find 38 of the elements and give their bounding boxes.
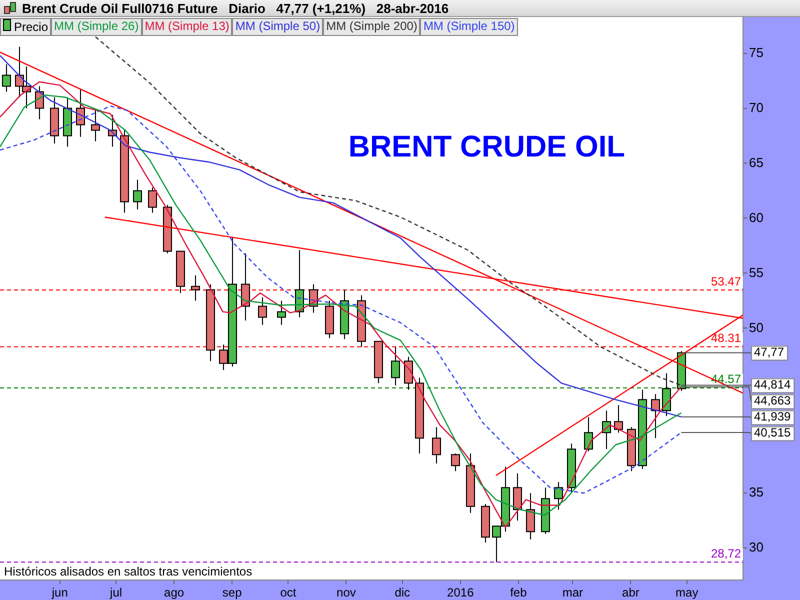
y-tick-label: 60	[749, 210, 764, 225]
ref-line-label: 44.57	[710, 372, 742, 386]
y-tick-label: 30	[749, 540, 764, 555]
chart-subtitle: Brent Crude Oil Full0716 Future Diario 47,77 (+1,21%) 28-abr-2016	[22, 0, 449, 17]
y-tick-label: 70	[749, 100, 764, 115]
legend-label: Precio	[0, 18, 52, 36]
y-tick-label: 35	[749, 484, 764, 500]
ref-line-label: 53.47	[710, 274, 742, 288]
y-tick-label: 50	[749, 320, 764, 335]
x-tick-label: nov	[336, 586, 356, 600]
x-tick-label: abr	[622, 586, 640, 600]
x-tick-label: feb	[510, 586, 528, 600]
x-tick-label: 2016	[447, 586, 474, 600]
text: BRENT CRUDE OIL	[348, 130, 625, 164]
x-tick-label: mar	[562, 586, 584, 600]
text: MM (Simple 13)	[142, 18, 232, 36]
annotation: 47,77	[754, 345, 784, 360]
text: MM (Simple 150)	[420, 18, 518, 36]
annotation: 40,515	[754, 426, 792, 440]
y-tick-label: 55	[749, 264, 764, 280]
x-tick-label: dic	[394, 586, 410, 600]
annotation: 44,814	[754, 378, 792, 392]
x-tick-label: jul	[109, 586, 122, 600]
ref-line-label: 48.31	[710, 331, 742, 346]
x-tick-label: sep	[222, 586, 242, 600]
text: MM (Simple 200)	[323, 18, 420, 36]
annotation: Históricos alisados en saltos tras vencimientos	[4, 564, 252, 578]
text: MM (Simple 50)	[232, 18, 324, 36]
ref-line-label: 28,72	[710, 546, 742, 560]
annotation: 44,663	[754, 394, 792, 408]
x-tick-label: ago	[164, 586, 184, 600]
x-tick-label: may	[676, 586, 698, 600]
x-tick-label: oct	[280, 586, 297, 600]
x-tick-label: jun	[50, 586, 68, 600]
annotation: 41,939	[754, 410, 792, 424]
text: MM (Simple 26)	[51, 18, 142, 36]
y-tick-label: 65	[749, 154, 764, 170]
y-tick-label: 75	[749, 44, 764, 60]
